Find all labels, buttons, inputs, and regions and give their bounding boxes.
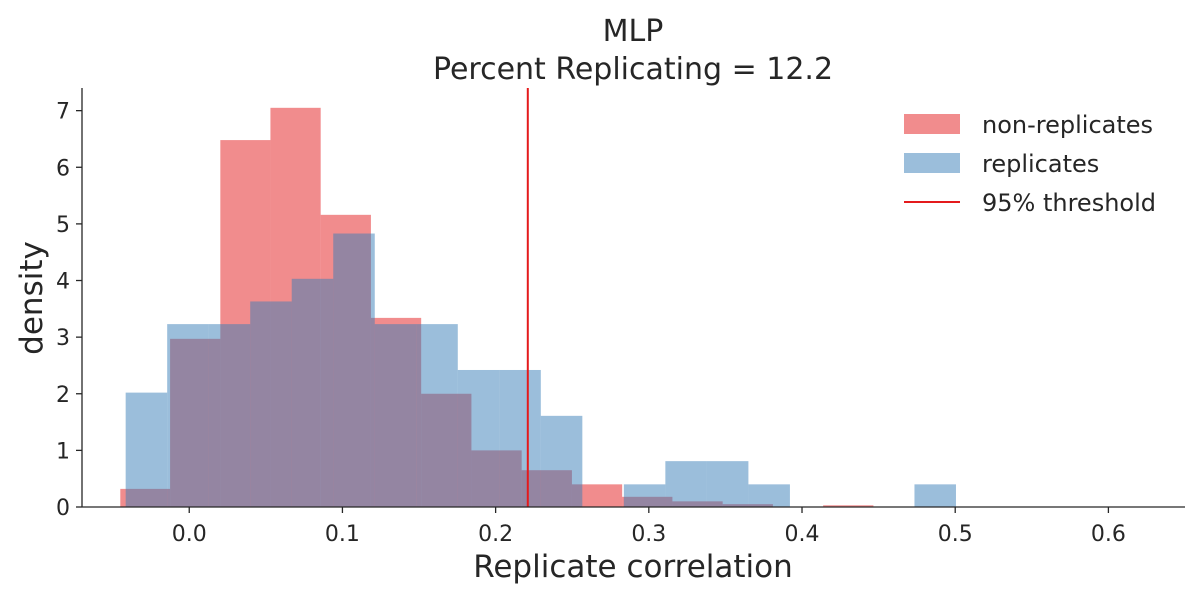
y-tick-label: 2 — [56, 383, 70, 408]
x-axis-label: Replicate correlation — [473, 549, 793, 585]
replicates-bar-10 — [540, 415, 583, 507]
x-tick-label: 0.3 — [631, 522, 666, 547]
replicates-bar-8 — [457, 369, 500, 507]
replicates-bar-2 — [208, 324, 251, 507]
chart-subtitle: Percent Replicating = 12.2 — [433, 52, 833, 87]
x-ticks: 0.0 0.1 0.2 0.3 0.4 0.5 0.6 — [172, 507, 1126, 547]
chart-title: MLP — [603, 14, 664, 49]
legend-threshold-label: 95% threshold — [982, 189, 1156, 217]
legend-non-replicates-swatch — [904, 114, 960, 134]
non-replicates-bar-14 — [823, 505, 874, 507]
y-tick-label: 7 — [56, 100, 70, 125]
y-tick-label: 4 — [56, 270, 70, 295]
replicates-bar-14 — [706, 461, 749, 507]
legend-non-replicates-label: non-replicates — [982, 111, 1153, 139]
replicates-bar-12 — [623, 484, 666, 507]
replicates-bar-7 — [416, 324, 458, 507]
y-tick-label: 0 — [56, 496, 70, 521]
replicates-bar-6 — [374, 324, 417, 507]
y-tick-label: 1 — [56, 439, 70, 464]
y-tick-label: 5 — [56, 213, 70, 238]
replicates-bar-3 — [250, 301, 292, 507]
replicates-bar-1 — [167, 324, 209, 507]
replicates-bar-19 — [914, 484, 956, 507]
legend-replicates-swatch — [904, 153, 960, 173]
y-tick-label: 6 — [56, 156, 70, 181]
x-tick-label: 0.1 — [325, 522, 360, 547]
replicates-bar-13 — [665, 461, 707, 507]
x-tick-label: 0.6 — [1091, 522, 1126, 547]
replicates-bar-9 — [499, 369, 541, 507]
legend-replicates-label: replicates — [982, 150, 1099, 178]
legend: non-replicates replicates 95% threshold — [904, 111, 1156, 217]
replicates-bar-15 — [748, 484, 790, 507]
y-ticks: 0 1 2 3 4 5 6 7 — [56, 100, 82, 521]
replicates-bar-5 — [333, 233, 375, 507]
replicates-bar-0 — [125, 392, 168, 507]
replicates-bars — [125, 233, 956, 507]
non-replicates-bar-9 — [571, 484, 623, 507]
x-tick-label: 0.4 — [785, 522, 820, 547]
x-tick-label: 0.0 — [172, 522, 207, 547]
y-axis-label: density — [14, 241, 50, 355]
x-tick-label: 0.2 — [478, 522, 513, 547]
x-tick-label: 0.5 — [938, 522, 973, 547]
y-tick-label: 3 — [56, 326, 70, 351]
replicates-bar-4 — [291, 278, 334, 507]
